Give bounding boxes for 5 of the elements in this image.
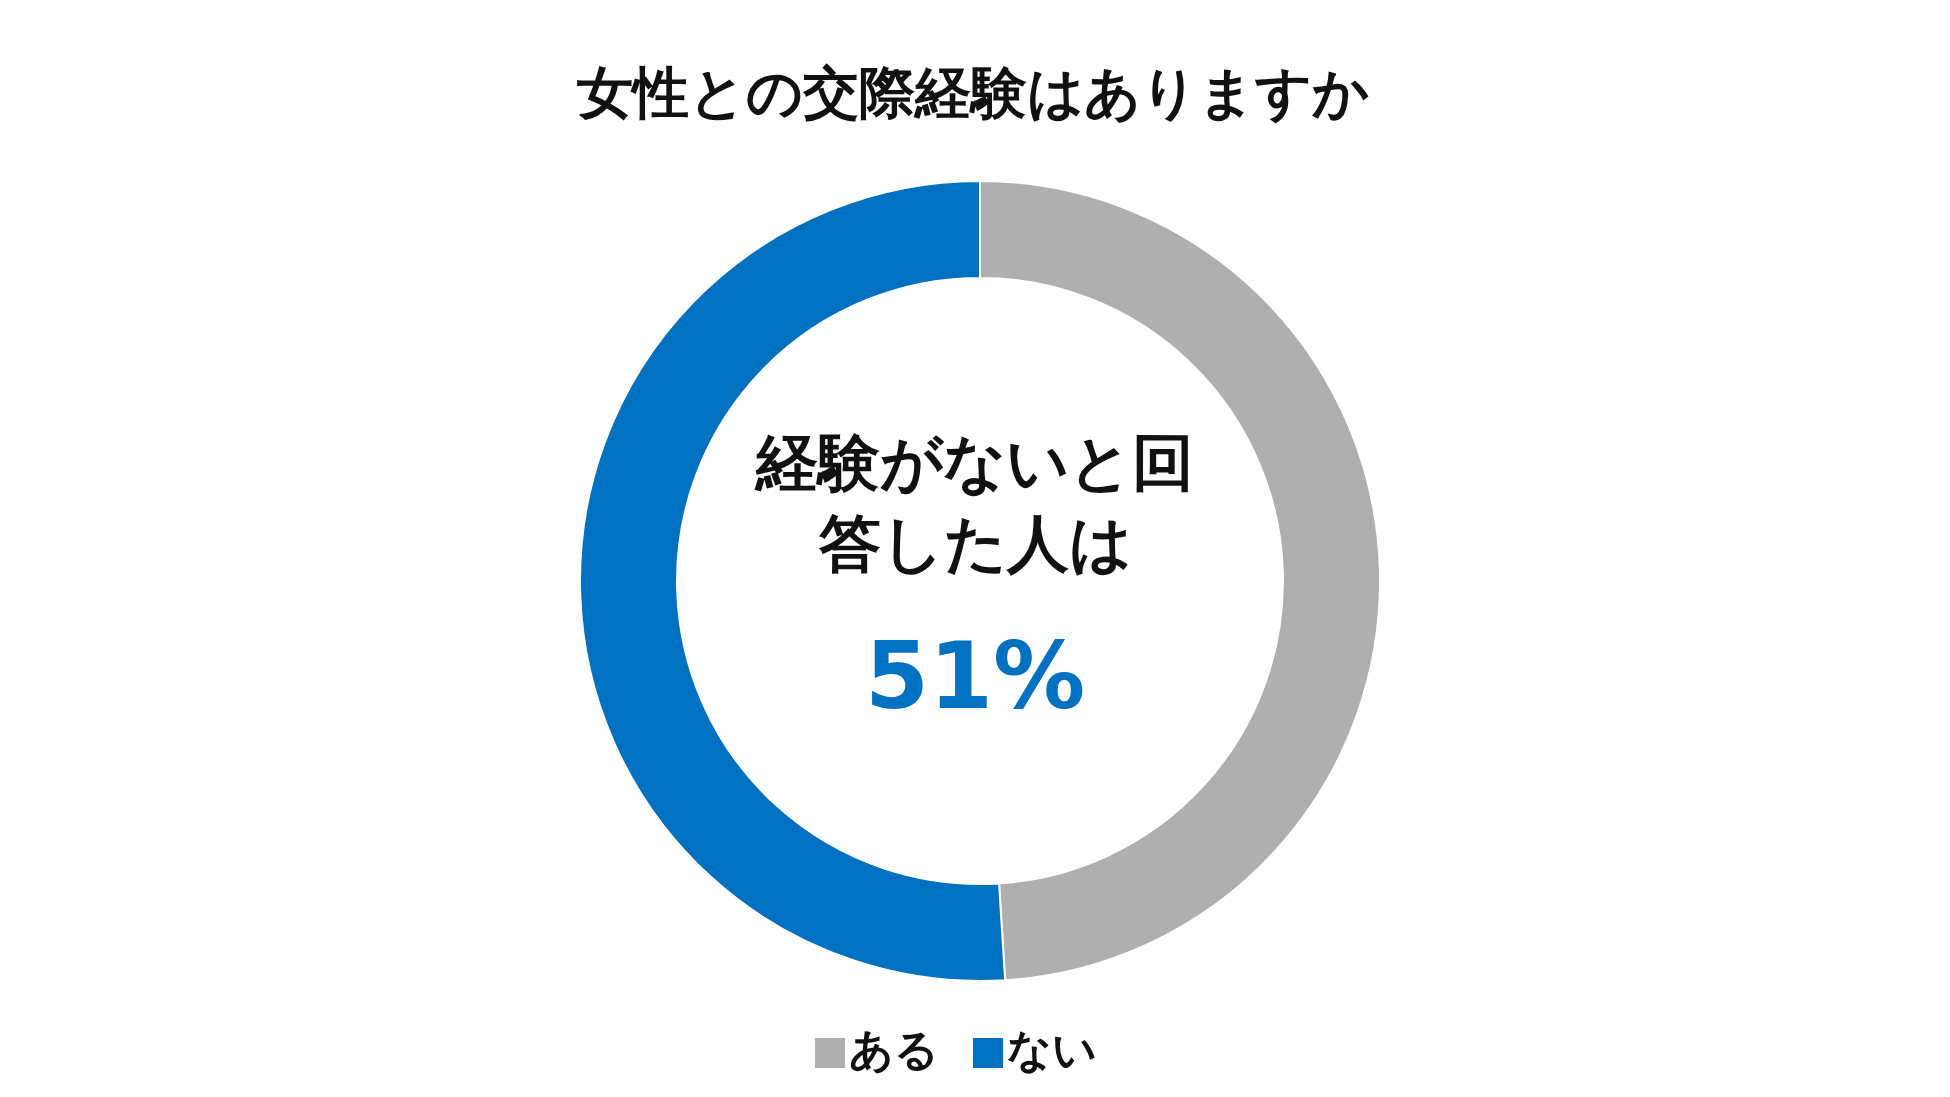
chart-title: 女性との交際経験はありますか bbox=[576, 59, 1370, 127]
text: 経験がないと回答した人は bbox=[753, 425, 1195, 582]
legend-label: ない bbox=[1007, 1024, 1097, 1075]
text: 51% bbox=[863, 623, 1087, 730]
legend-label: ある bbox=[849, 1024, 939, 1075]
